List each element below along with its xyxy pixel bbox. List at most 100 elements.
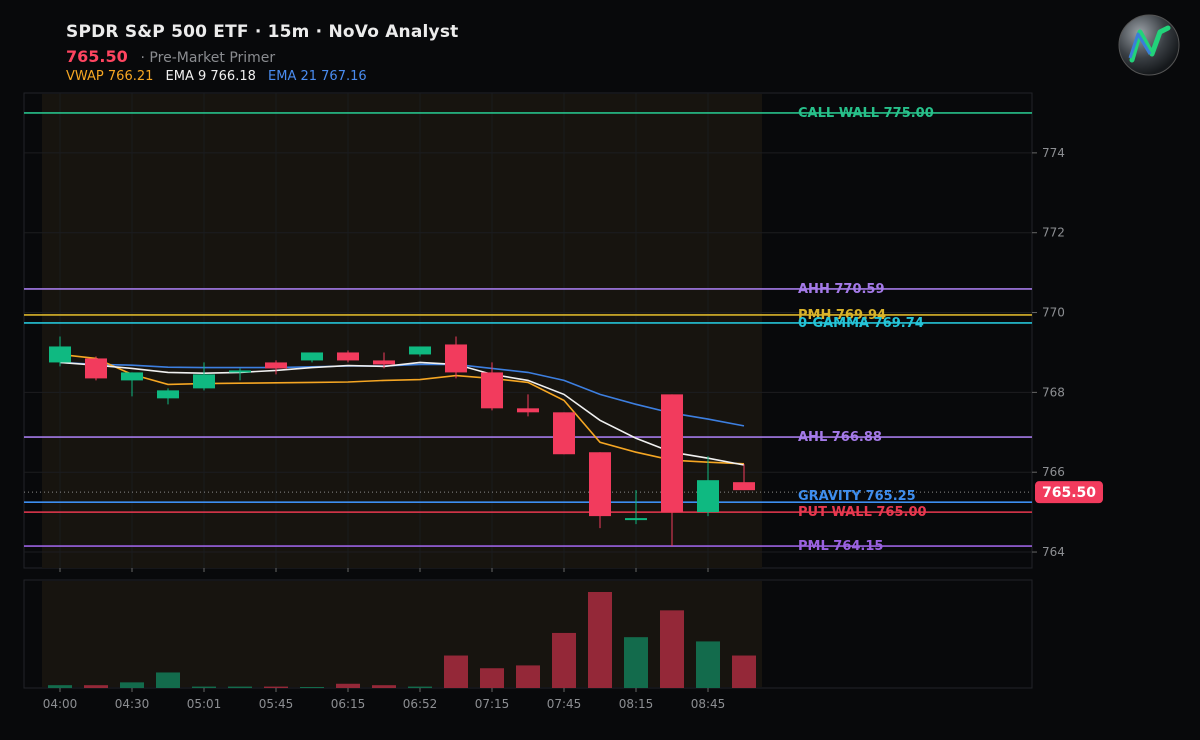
candle-body [157, 390, 179, 399]
chart-subtitle: · Pre-Market Primer [140, 50, 276, 66]
current-price-tag [1035, 481, 1103, 504]
last-price: 765.50 [66, 47, 128, 66]
volume-bar [228, 686, 252, 688]
level-label: PUT WALL 765.00 [798, 505, 927, 520]
volume-bar [48, 685, 72, 688]
level-label: PMH 769.94 [798, 308, 886, 323]
novo-logo-icon [1118, 14, 1180, 76]
candle-body [517, 408, 539, 413]
candle-body [481, 372, 503, 409]
indicator-legend: VWAP 766.21 EMA 9 766.18 EMA 21 767.16 [66, 69, 458, 84]
vwap-legend: VWAP 766.21 [66, 69, 154, 84]
y-tick-label: 764 [1042, 545, 1065, 559]
volume-bar [732, 655, 756, 688]
candle-body [697, 480, 719, 513]
price-panel-border [23, 92, 1033, 569]
level-label: CALL WALL 775.00 [798, 106, 934, 121]
volume-bar [84, 685, 108, 688]
premarket-shade [42, 94, 762, 568]
candle[interactable] [481, 362, 503, 411]
x-tick-label: 06:15 [331, 697, 366, 711]
volume-bar [660, 610, 684, 688]
candle[interactable] [373, 352, 395, 369]
candle-body [661, 394, 683, 513]
ema9-line [59, 361, 745, 466]
candle[interactable] [553, 412, 575, 455]
candle-body [229, 370, 251, 373]
candle-body [265, 362, 287, 369]
x-tick-label: 04:00 [43, 697, 78, 711]
candle[interactable] [445, 336, 467, 379]
level-label: AHL 766.88 [798, 430, 882, 445]
candle-body [553, 412, 575, 455]
x-tick-label: 05:45 [259, 697, 294, 711]
y-tick-label: 766 [1042, 465, 1065, 479]
ema21-line [59, 361, 745, 427]
current-price-tag-label: 765.50 [1042, 485, 1096, 501]
candle[interactable] [49, 336, 71, 367]
candle[interactable] [157, 388, 179, 405]
volume-bar [264, 686, 288, 688]
candle[interactable] [589, 452, 611, 529]
volume-bar [696, 641, 720, 688]
x-tick-label: 07:15 [475, 697, 510, 711]
candle[interactable] [265, 360, 287, 375]
candle[interactable] [337, 350, 359, 363]
candle[interactable] [517, 394, 539, 417]
candle[interactable] [229, 368, 251, 381]
volume-bar [480, 668, 504, 688]
candle[interactable] [625, 490, 647, 525]
ema9-legend: EMA 9 766.18 [165, 69, 256, 84]
price-row: 765.50 · Pre-Market Primer [66, 47, 458, 66]
candle[interactable] [733, 464, 755, 491]
candle-body [409, 346, 431, 355]
x-tick-label: 05:01 [187, 697, 222, 711]
candle[interactable] [121, 372, 143, 397]
volume-bar [408, 686, 432, 688]
candle-body [121, 372, 143, 381]
level-label: GRAVITY 765.25 [798, 489, 916, 504]
x-tick-label: 06:52 [403, 697, 438, 711]
candle-body [625, 518, 647, 521]
chart-header: SPDR S&P 500 ETF · 15m · NoVo Analyst 76… [66, 22, 458, 84]
volume-bar [156, 672, 180, 688]
candle[interactable] [409, 346, 431, 357]
volume-bar [300, 687, 324, 688]
candle-body [445, 344, 467, 373]
y-tick-label: 770 [1042, 306, 1065, 320]
x-tick-label: 07:45 [547, 697, 582, 711]
level-label: PML 764.15 [798, 539, 883, 554]
candle-body [733, 482, 755, 491]
x-tick-label: 08:15 [619, 697, 654, 711]
candle-body [49, 346, 71, 363]
candle[interactable] [301, 352, 323, 363]
candle[interactable] [85, 356, 107, 381]
candle-body [301, 352, 323, 361]
volume-bar [552, 632, 576, 688]
volume-panel-border [23, 579, 1033, 689]
volume-bar [624, 637, 648, 688]
volume-bar [588, 592, 612, 688]
volume-bar [120, 682, 144, 688]
candle-body [337, 352, 359, 361]
volume-bar [192, 686, 216, 688]
candle[interactable] [193, 362, 215, 391]
vwap-line [59, 353, 745, 465]
volume-bar [516, 665, 540, 688]
premarket-shade-volume [42, 581, 762, 687]
volume-bar [336, 683, 360, 688]
x-tick-label: 04:30 [115, 697, 150, 711]
volume-bar [444, 655, 468, 688]
candle[interactable] [697, 456, 719, 517]
candle-body [85, 358, 107, 379]
candle[interactable] [661, 394, 683, 547]
x-tick-label: 08:45 [691, 697, 726, 711]
candle-body [193, 374, 215, 389]
candle-body [589, 452, 611, 517]
ema21-legend: EMA 21 767.16 [268, 69, 367, 84]
chart-title: SPDR S&P 500 ETF · 15m · NoVo Analyst [66, 22, 459, 42]
level-label: 0-GAMMA 769.74 [798, 316, 924, 331]
candle-body [373, 360, 395, 365]
y-tick-label: 768 [1042, 385, 1065, 399]
